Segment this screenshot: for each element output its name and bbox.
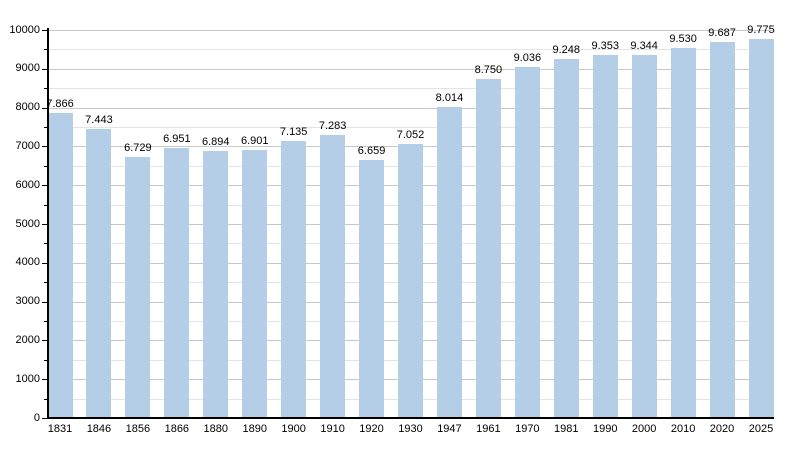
y-axis-minor-tick xyxy=(44,359,48,361)
gridline-major xyxy=(48,68,774,70)
bar-value-label: 9.687 xyxy=(708,27,736,40)
bar-value-label: 9.036 xyxy=(513,52,542,65)
x-axis-tick-label: 2010 xyxy=(670,423,696,435)
x-axis-tick-label: 1981 xyxy=(554,423,579,435)
x-axis-tick-label: 1961 xyxy=(476,423,501,435)
gridline-minor xyxy=(48,127,774,128)
y-axis-tick-label: 5000 xyxy=(15,217,40,230)
x-axis-tick-label: 1880 xyxy=(203,423,228,435)
y-axis-major-tick xyxy=(42,301,48,303)
bar-value-label: 7.443 xyxy=(85,114,113,127)
bar xyxy=(86,129,112,418)
x-axis-tick-label: 2020 xyxy=(709,423,735,435)
x-axis-line xyxy=(47,417,774,419)
bar-value-label: 6.951 xyxy=(163,133,191,146)
bar-value-label: 6.729 xyxy=(124,141,152,154)
bar xyxy=(164,148,190,418)
y-axis-tick-label: 2000 xyxy=(15,333,40,346)
bar-value-label: 9.344 xyxy=(630,40,658,53)
bar-value-label: 6.894 xyxy=(202,135,230,148)
bar-value-label: 9.775 xyxy=(747,23,775,36)
x-axis-tick-label: 1920 xyxy=(359,423,384,435)
bar xyxy=(748,38,774,418)
y-axis-major-tick xyxy=(42,262,48,264)
x-axis-tick-label: 1866 xyxy=(164,423,190,435)
bar-value-label: 8.750 xyxy=(474,63,503,76)
y-axis-tick-label: 6000 xyxy=(15,178,40,191)
y-axis-major-tick xyxy=(42,185,48,187)
bar xyxy=(242,150,268,418)
y-axis-major-tick xyxy=(42,68,48,70)
bar xyxy=(320,135,346,418)
x-axis-tick-label: 1990 xyxy=(592,423,618,435)
bar xyxy=(125,156,151,418)
y-axis-tick-label: 4000 xyxy=(15,256,40,269)
y-axis-major-tick xyxy=(42,30,48,31)
y-axis-minor-tick xyxy=(44,398,48,400)
y-axis-major-tick xyxy=(42,379,48,381)
bar-value-label: 9.353 xyxy=(591,40,619,53)
gridline-major xyxy=(48,107,774,109)
x-axis-tick-label: 1856 xyxy=(125,423,151,435)
x-axis-tick-label: 1947 xyxy=(437,423,462,435)
y-axis-major-tick xyxy=(42,418,48,419)
bar-value-label: 9.248 xyxy=(552,44,581,57)
y-axis-major-tick xyxy=(42,224,48,225)
x-axis-tick-label: 2000 xyxy=(631,423,657,435)
y-axis-tick-label: 10000 xyxy=(9,23,40,36)
y-axis-tick-label: 8000 xyxy=(15,101,40,114)
x-axis-tick-label: 1910 xyxy=(320,423,345,435)
bar xyxy=(359,159,385,418)
bar xyxy=(47,112,73,418)
bar xyxy=(709,42,735,418)
y-axis-tick-label: 3000 xyxy=(15,295,40,308)
x-axis-tick-label: 1890 xyxy=(242,423,267,435)
y-axis-major-tick xyxy=(42,146,48,148)
bar-value-label: 6.659 xyxy=(357,144,386,157)
x-axis-tick-label: 1970 xyxy=(515,423,540,435)
x-axis-tick-label: 1831 xyxy=(47,423,73,435)
bar-value-label: 7.866 xyxy=(46,97,74,110)
bar xyxy=(670,48,696,418)
bar-value-label: 9.530 xyxy=(669,33,697,46)
y-axis-tick-label: 7000 xyxy=(15,139,40,152)
y-axis-minor-tick xyxy=(44,243,48,245)
y-axis-line xyxy=(47,28,49,419)
y-axis-minor-tick xyxy=(44,88,48,90)
bar xyxy=(281,141,307,418)
y-axis-tick-label: 9000 xyxy=(15,62,40,75)
bar-value-label: 7.052 xyxy=(396,129,425,142)
bar xyxy=(203,150,229,418)
y-axis-minor-tick xyxy=(44,321,48,322)
y-axis-major-tick xyxy=(42,340,48,342)
bar-value-label: 7.135 xyxy=(279,126,308,139)
y-axis-major-tick xyxy=(42,107,48,109)
gridline-major xyxy=(48,30,774,31)
y-axis-minor-tick xyxy=(44,127,48,128)
bar xyxy=(553,59,579,418)
y-axis-minor-tick xyxy=(44,282,48,284)
y-axis-tick-label: 1000 xyxy=(15,372,40,385)
x-axis-tick-label: 1900 xyxy=(281,423,306,435)
y-axis-minor-tick xyxy=(44,204,48,206)
bar-value-label: 6.901 xyxy=(240,135,269,148)
bar xyxy=(592,55,618,418)
y-axis-minor-tick xyxy=(44,165,48,167)
y-axis-minor-tick xyxy=(44,49,48,51)
bar-value-label: 7.283 xyxy=(318,120,347,133)
bar xyxy=(631,55,657,418)
y-axis-tick-label: 0 xyxy=(33,411,40,424)
gridline-minor xyxy=(48,49,774,51)
plot-area xyxy=(47,30,774,418)
bar xyxy=(398,144,423,418)
gridline-minor xyxy=(48,88,774,90)
bar xyxy=(514,67,540,418)
bar-value-label: 8.014 xyxy=(435,92,464,105)
bar xyxy=(436,107,462,418)
bar xyxy=(475,78,501,418)
x-axis-tick-label: 1846 xyxy=(86,423,112,435)
x-axis-tick-label: 2025 xyxy=(748,423,774,435)
x-axis-tick-label: 1930 xyxy=(398,423,423,435)
